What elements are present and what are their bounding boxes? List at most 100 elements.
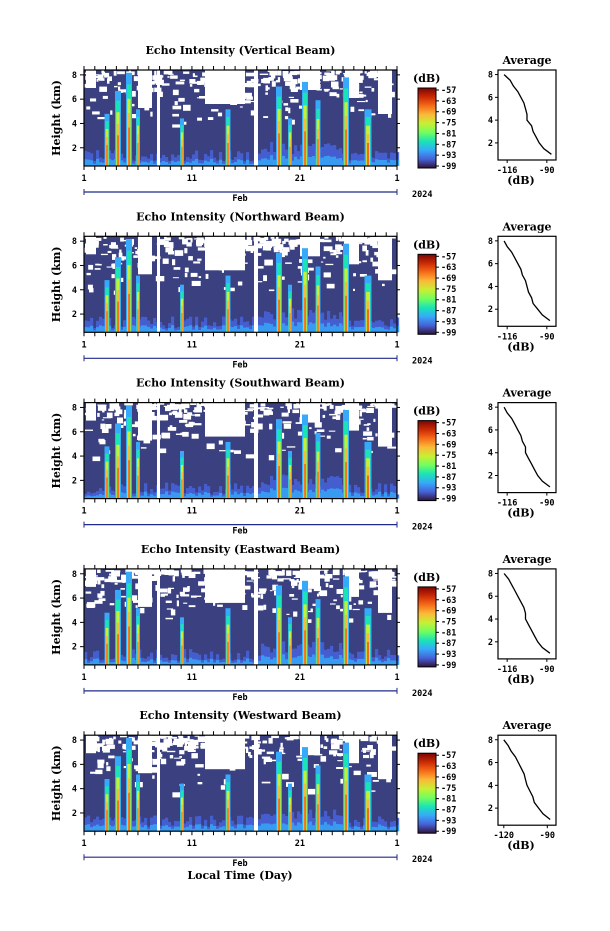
year-label: 2024 xyxy=(412,523,432,533)
x-tick-label: 1 xyxy=(394,174,399,184)
y-axis-label: Height (km) xyxy=(50,745,63,821)
profile-title: Average xyxy=(501,220,551,233)
profile-frame xyxy=(497,69,557,161)
profile-y-tick-label: 6 xyxy=(488,759,493,769)
heatmap-echo-columns xyxy=(104,236,372,333)
profile-x-tick-label: -116 xyxy=(497,499,517,509)
profile-y-tick-label: 8 xyxy=(488,237,493,247)
y-tick-label: 2 xyxy=(72,310,77,320)
panel-0: Echo Intensity (Vertical Beam) 2 4 6 8 Height… xyxy=(50,44,557,204)
colorbar-tick-label: -63 xyxy=(441,263,456,273)
profile-x-tick-label: -90 xyxy=(539,665,554,675)
x-tick-label: 21 xyxy=(295,174,305,184)
month-label: Feb xyxy=(232,194,247,204)
panel-3: Echo Intensity (Eastward Beam) 2 4 6 8 Height… xyxy=(50,543,557,703)
y-tick-label: 4 xyxy=(72,286,77,296)
heatmap-missing-data xyxy=(86,735,397,798)
colorbar-tick-label: -75 xyxy=(441,784,456,794)
colorbar-tick-label: -87 xyxy=(441,140,456,150)
colorbar-unit: (dB) xyxy=(413,737,440,750)
y-tick-label: 8 xyxy=(72,570,77,580)
y-tick-label: 2 xyxy=(72,643,77,653)
profile-y-tick-label: 8 xyxy=(488,569,493,579)
profile-line xyxy=(503,573,551,654)
profile-line xyxy=(503,739,551,821)
heatmap-echo-columns xyxy=(104,568,372,665)
profile-x-tick-label: -90 xyxy=(540,831,555,841)
panel-title: Echo Intensity (Southward Beam) xyxy=(136,377,345,390)
colorbar-tick-label: -69 xyxy=(441,773,456,783)
y-axis-label: Height (km) xyxy=(50,80,63,156)
x-tick-label: 21 xyxy=(295,839,305,849)
colorbar-tick-label: -99 xyxy=(441,661,456,671)
profile-y-tick-label: 4 xyxy=(488,282,493,292)
panel-2: Echo Intensity (Southward Beam) 2 4 6 8 Heigh… xyxy=(50,377,557,537)
year-label: 2024 xyxy=(412,356,432,366)
colorbar-tick-label: -81 xyxy=(441,129,456,139)
colorbar-tick-label: -57 xyxy=(441,419,456,429)
month-label: Feb xyxy=(232,360,247,370)
colorbar xyxy=(417,253,437,335)
month-label: Feb xyxy=(232,693,247,703)
profile-frame xyxy=(497,235,557,327)
year-label: 2024 xyxy=(412,689,432,699)
colorbar-tick-label: -57 xyxy=(441,751,456,761)
y-tick-label: 8 xyxy=(72,736,77,746)
colorbar-tick-label: -87 xyxy=(441,473,456,483)
y-axis-label: Height (km) xyxy=(50,579,63,655)
x-tick-label: 1 xyxy=(394,507,399,517)
heatmap-echo-columns xyxy=(104,402,372,499)
colorbar-tick-label: -87 xyxy=(441,639,456,649)
profile-x-label: (dB) xyxy=(507,340,534,353)
colorbar-tick-label: -99 xyxy=(441,827,456,837)
y-axis-label: Height (km) xyxy=(50,413,63,489)
colorbar-tick-label: -69 xyxy=(441,607,456,617)
profile-y-tick-label: 4 xyxy=(488,449,493,459)
colorbar-tick-label: -63 xyxy=(441,596,456,606)
profile-y-tick-label: 8 xyxy=(488,403,493,413)
y-tick-label: 2 xyxy=(72,144,77,154)
x-tick-label: 1 xyxy=(81,839,86,849)
colorbar-tick-label: -93 xyxy=(441,816,456,826)
profile-line xyxy=(503,240,551,322)
x-tick-label: 11 xyxy=(187,839,197,849)
heatmap-echo-columns xyxy=(104,735,372,832)
profile-y-tick-label: 8 xyxy=(488,736,493,746)
profile-x-tick-label: -120 xyxy=(494,831,514,841)
profile-y-tick-label: 4 xyxy=(488,615,493,625)
profile-y-tick-label: 2 xyxy=(488,139,493,149)
panel-title: Echo Intensity (Eastward Beam) xyxy=(141,543,340,556)
profile-y-tick-label: 6 xyxy=(488,93,493,103)
profile-y-tick-label: 2 xyxy=(488,305,493,315)
colorbar-unit: (dB) xyxy=(413,405,440,418)
year-label: 2024 xyxy=(412,855,432,865)
x-tick-label: 1 xyxy=(81,507,86,517)
profile-title: Average xyxy=(501,719,551,732)
colorbar-tick-label: -69 xyxy=(441,440,456,450)
y-tick-label: 4 xyxy=(72,618,77,628)
heatmap-frame xyxy=(83,69,398,167)
y-tick-label: 8 xyxy=(72,403,77,413)
y-tick-label: 6 xyxy=(72,261,77,271)
colorbar-unit: (dB) xyxy=(413,238,440,251)
profile-x-label: (dB) xyxy=(507,673,534,686)
profile-x-tick-label: -90 xyxy=(539,499,554,509)
colorbar-tick-label: -69 xyxy=(441,108,456,118)
colorbar-tick-label: -93 xyxy=(441,484,456,494)
y-tick-label: 8 xyxy=(72,237,77,247)
x-tick-label: 11 xyxy=(187,340,197,350)
x-axis-label: Local Time (Day) xyxy=(187,869,292,882)
profile-title: Average xyxy=(501,387,551,400)
colorbar xyxy=(417,87,437,169)
colorbar-tick-label: -69 xyxy=(441,274,456,284)
year-label: 2024 xyxy=(412,190,432,200)
colorbar-tick-label: -57 xyxy=(441,585,456,595)
heatmap-frame xyxy=(83,734,398,832)
heatmap-missing-data xyxy=(84,236,397,295)
x-tick-label: 1 xyxy=(394,839,399,849)
profile-y-tick-label: 6 xyxy=(488,426,493,436)
profile-frame xyxy=(497,402,557,494)
heatmap-frame xyxy=(83,235,398,333)
y-tick-label: 4 xyxy=(72,452,77,462)
y-tick-label: 6 xyxy=(72,760,77,770)
